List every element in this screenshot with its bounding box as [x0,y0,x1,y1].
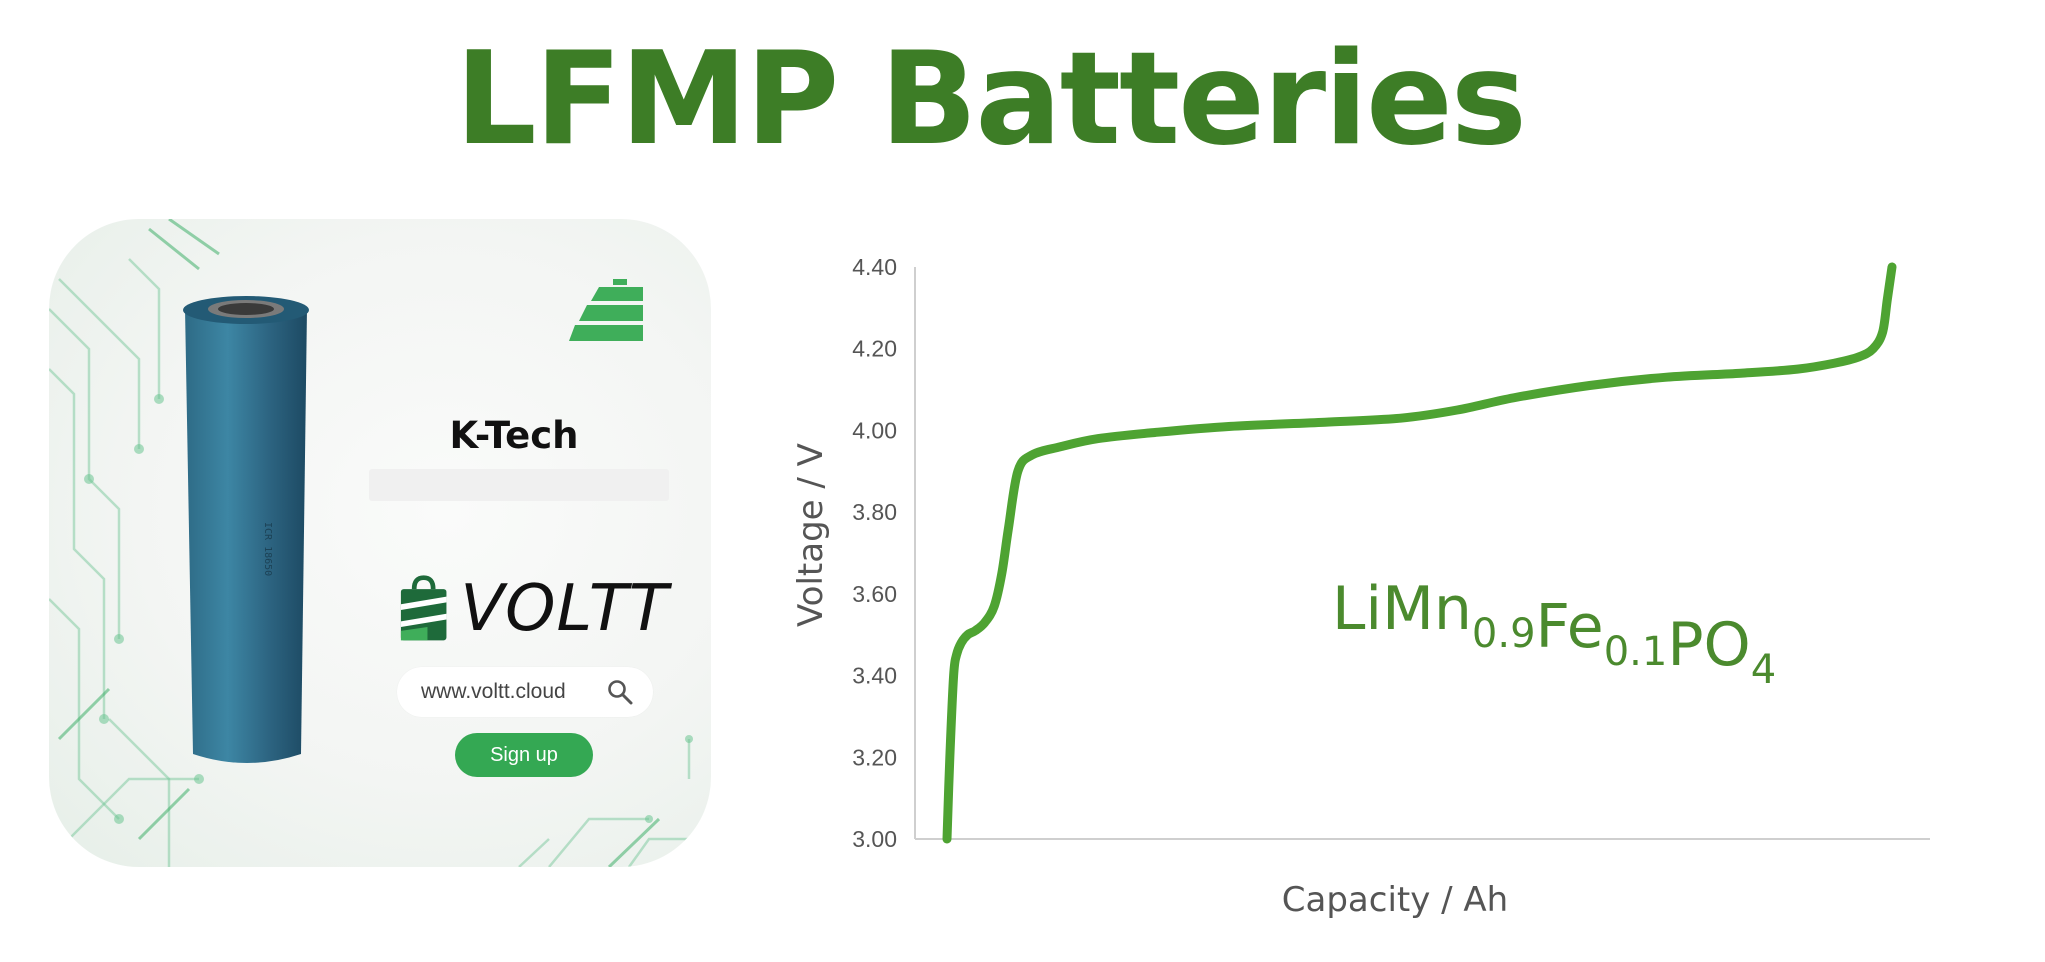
formula-subscript: 0.9 [1472,611,1536,657]
page-title: LFMP Batteries [455,25,1527,174]
url-search-field[interactable]: www.voltt.cloud [397,667,653,717]
brand-underline [369,469,669,501]
y-tick-label: 4.00 [852,417,897,443]
formula-element: Fe [1536,592,1604,662]
y-tick-label: 3.40 [852,663,897,689]
x-axis-label: Capacity / Ah [1282,880,1508,920]
svg-text:ICR 18650: ICR 18650 [262,522,273,576]
circuit-background [49,219,711,867]
formula-annotation: LiMn0.9Fe0.1PO4 [1332,574,1776,693]
y-tick-labels: 4.40 4.20 4.00 3.80 3.60 3.40 3.20 3.00 [852,254,897,852]
brand-name: K-Tech [449,414,579,457]
product-card: ICR 18650 K-Tech VOLTT www.voltt.cloud S… [49,219,711,867]
y-tick-label: 3.60 [852,581,897,607]
y-tick-label: 3.00 [852,826,897,852]
voltage-capacity-chart: 4.40 4.20 4.00 3.80 3.60 3.40 3.20 3.00 Voltage… [791,254,1930,920]
voltt-bag-icon [400,575,447,641]
voltage-curve [942,262,1897,844]
voltt-logo: VOLTT [399,569,669,649]
voltt-wordmark: VOLTT [460,572,669,646]
formula-element: LiMn [1332,574,1472,644]
formula-element: PO [1667,610,1750,680]
formula-subscript: 0.1 [1604,629,1668,675]
y-axis-label: Voltage / V [791,443,831,627]
search-icon[interactable] [607,679,633,705]
y-tick-label: 4.40 [852,254,897,280]
y-tick-label: 4.20 [852,336,897,362]
y-tick-label: 3.80 [852,499,897,525]
url-text: www.voltt.cloud [421,680,566,703]
y-tick-label: 3.20 [852,744,897,770]
signup-button[interactable]: Sign up [455,733,593,777]
battery-logo-icon [569,279,643,341]
formula-subscript: 4 [1751,647,1776,693]
battery-cell-image: ICR 18650 [183,296,309,763]
